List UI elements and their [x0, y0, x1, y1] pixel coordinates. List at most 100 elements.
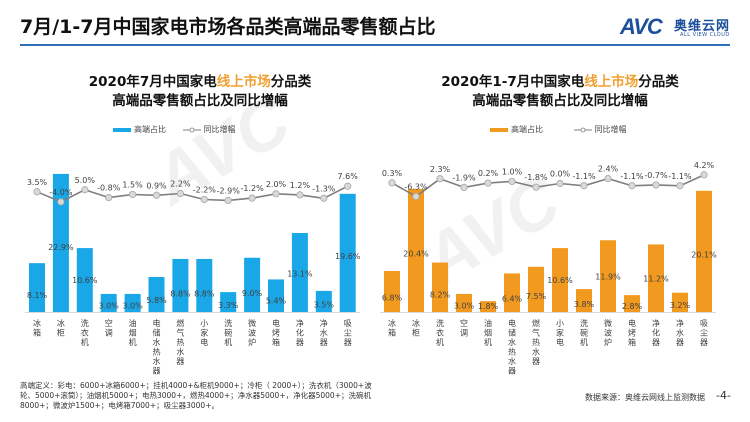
left-growth-marker [248, 194, 256, 202]
left-legend: 高端占比 同比增幅 [113, 124, 236, 135]
left-category-label: 水 [153, 356, 161, 366]
left-bar-净水器 [315, 290, 332, 312]
left-growth-label: 1.2% [290, 181, 311, 190]
right-bar-label: 8.2% [430, 291, 451, 300]
left-title-part1: 2020年7月中国家电 [88, 74, 217, 90]
left-bar-净化器 [291, 233, 308, 312]
right-category-label: 调 [460, 329, 468, 338]
left-bar-label: 19.6% [335, 252, 361, 261]
left-category-label: 水 [320, 328, 328, 338]
right-bar-label: 20.4% [403, 250, 429, 259]
right-bar-label: 6.4% [502, 294, 523, 303]
right-category-label: 气 [532, 328, 540, 338]
right-category-label: 器 [532, 357, 540, 366]
right-category-label: 碗 [580, 328, 588, 338]
left-growth-label: -2.2% [193, 185, 217, 194]
page-title: 7月/1-7月中国家电市场各品类高端品零售额占比 [20, 16, 436, 38]
right-growth-marker [604, 174, 612, 183]
left-category-label: 微 [248, 318, 256, 328]
right-category-label: 洗 [436, 318, 444, 328]
left-growth-marker [272, 190, 280, 198]
left-category-label: 电 [200, 337, 208, 347]
right-bar-油烟机 [480, 301, 496, 312]
right-growth-line [391, 174, 705, 198]
left-category-label: 器 [344, 338, 352, 347]
left-title-part3: 分品类 [270, 74, 312, 90]
legend-swatch-share [490, 127, 508, 132]
legend-label-share: 高端占比 [134, 125, 166, 134]
right-bar-冰柜 [408, 188, 424, 312]
left-category-label: 洗 [81, 318, 89, 328]
left-category-label: 气 [176, 328, 184, 338]
left-growth-marker [296, 191, 304, 199]
right-category-label: 水 [508, 337, 516, 347]
right-bar-空调 [456, 293, 472, 312]
right-bar-label: 11.9% [595, 273, 621, 282]
left-growth-label: 0.9% [146, 181, 167, 190]
right-growth-marker [508, 177, 516, 186]
left-category-label: 机 [224, 337, 232, 347]
left-bar-label: 8.8% [194, 289, 215, 298]
left-category-label: 尘 [344, 328, 352, 338]
left-growth-marker [224, 196, 232, 205]
left-category-label: 热 [176, 337, 184, 347]
left-category-label: 器 [320, 338, 328, 347]
right-bar-label: 3.0% [454, 302, 475, 311]
left-category-label: 油 [129, 318, 137, 328]
left-growth-marker [152, 191, 161, 199]
left-category-label: 燃 [176, 318, 184, 328]
right-title-highlight: 线上市场 [584, 74, 639, 90]
right-category-label: 电 [508, 318, 516, 328]
right-category-label: 热 [532, 337, 540, 347]
right-bar-label: 3.8% [574, 300, 595, 309]
page-number: -4- [716, 389, 731, 402]
right-growth-marker [532, 183, 540, 191]
right-category-label: 微 [604, 318, 612, 328]
right-category-label: 化 [652, 328, 660, 338]
left-bar-label: 10.6% [72, 276, 98, 285]
right-category-label: 柜 [412, 328, 420, 338]
right-title-line2: 高端品零售额占比及同比增幅 [472, 93, 648, 109]
right-growth-label: -1.1% [572, 172, 596, 181]
legend-label-growth: 同比增幅 [203, 125, 236, 134]
right-category-label: 空 [460, 318, 468, 328]
left-category-label: 水 [176, 347, 184, 357]
legend-swatch-share [113, 127, 131, 132]
left-category-label: 储 [153, 328, 161, 338]
right-title-part3: 分品类 [638, 74, 679, 90]
right-category-label: 冰 [388, 318, 396, 328]
right-growth-marker [700, 171, 708, 179]
right-category-label: 水 [532, 347, 540, 357]
left-title-line2: 高端品零售额占比及同比增幅 [112, 93, 288, 109]
left-category-label: 热 [153, 347, 161, 357]
left-chart-title: 2020年7月中国家电线上市场分品类 高端品零售额占比及同比增幅 [20, 73, 380, 111]
right-bar-label: 10.6% [547, 276, 573, 285]
left-category-label: 波 [248, 328, 256, 338]
left-bar-洗碗机 [220, 292, 237, 312]
right-bar-label: 6.8% [382, 294, 403, 303]
left-category-label: 净 [320, 318, 328, 328]
right-growth-marker [652, 181, 660, 189]
right-category-label: 炉 [604, 337, 612, 347]
right-legend: 高端占比 同比增幅 [490, 124, 627, 135]
left-growth-label: 1.5% [122, 180, 143, 189]
right-category-label: 烟 [484, 329, 492, 338]
left-category-label: 电 [153, 318, 161, 328]
left-bar-label: 5.8% [146, 296, 167, 305]
right-bar-冰箱 [384, 270, 400, 312]
right-category-label: 水 [508, 356, 516, 366]
left-bar-label: 9.0% [242, 289, 263, 298]
left-category-label: 柜 [57, 328, 65, 338]
left-bar-油烟机 [124, 293, 141, 312]
left-category-label: 衣 [81, 328, 89, 338]
left-category-label: 器 [153, 367, 161, 376]
right-bar-吸尘器 [696, 190, 712, 312]
left-bar-燃气热水器 [172, 258, 189, 312]
left-category-label: 烟 [129, 329, 137, 338]
right-bar-净化器 [648, 244, 664, 312]
avc-logo: AVC 奥维云网 ALL VIEW CLOUD [620, 14, 740, 40]
left-category-label: 吸 [344, 319, 352, 328]
left-growth-label: -4.0% [49, 188, 73, 197]
right-bar-燃气热水器 [528, 266, 544, 312]
